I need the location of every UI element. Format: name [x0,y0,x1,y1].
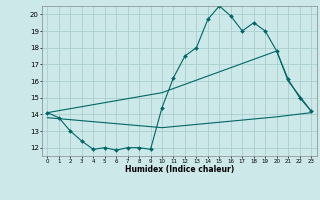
X-axis label: Humidex (Indice chaleur): Humidex (Indice chaleur) [124,165,234,174]
